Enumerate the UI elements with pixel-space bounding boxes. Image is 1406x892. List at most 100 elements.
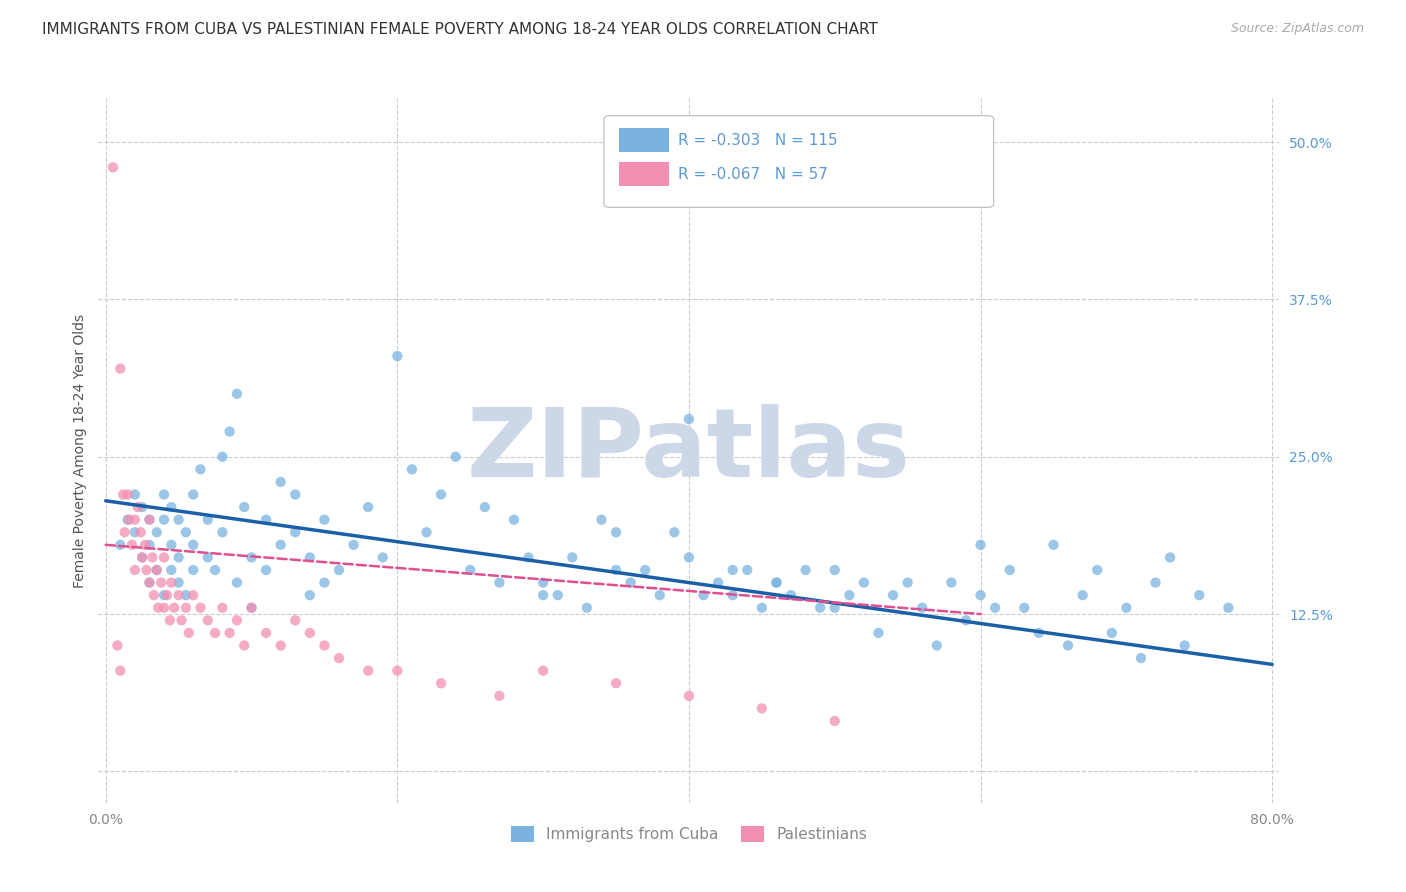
Point [134, 538, 156, 552]
Point [298, 626, 321, 640]
Point [824, 600, 846, 615]
Point [226, 575, 249, 590]
Point [254, 563, 277, 577]
Point [129, 525, 152, 540]
Point [605, 525, 627, 540]
Point [218, 425, 240, 439]
Point [941, 575, 963, 590]
Point [270, 639, 292, 653]
Point [270, 538, 292, 552]
Point [218, 626, 240, 640]
Point [575, 600, 598, 615]
Point [605, 563, 627, 577]
Point [170, 613, 193, 627]
Point [204, 626, 226, 640]
Point [342, 538, 364, 552]
FancyBboxPatch shape [605, 116, 994, 207]
Point [150, 575, 173, 590]
Point [721, 563, 744, 577]
Point [664, 525, 686, 540]
Point [751, 600, 773, 615]
Point [270, 475, 292, 489]
Point [808, 600, 831, 615]
Point [605, 676, 627, 690]
Point [124, 487, 146, 501]
Point [692, 588, 714, 602]
Point [707, 575, 730, 590]
Point [314, 639, 336, 653]
FancyBboxPatch shape [619, 162, 669, 186]
Point [204, 563, 226, 577]
Point [110, 664, 132, 678]
Point [444, 450, 467, 464]
Point [105, 639, 128, 653]
Point [357, 664, 380, 678]
Point [141, 550, 163, 565]
Point [531, 588, 554, 602]
Point [197, 513, 219, 527]
Point [328, 563, 350, 577]
Point [648, 588, 671, 602]
Point [121, 538, 143, 552]
Point [127, 500, 149, 514]
Point [197, 550, 219, 565]
Point [138, 575, 160, 590]
Point [488, 575, 510, 590]
Point [531, 575, 554, 590]
Point [1101, 626, 1123, 640]
Point [124, 525, 146, 540]
Point [153, 550, 176, 565]
Point [882, 588, 904, 602]
Point [156, 588, 179, 602]
Point [160, 575, 183, 590]
Point [1144, 575, 1167, 590]
Point [254, 513, 277, 527]
Point [984, 600, 1007, 615]
Point [824, 563, 846, 577]
Legend: Immigrants from Cuba, Palestinians: Immigrants from Cuba, Palestinians [505, 820, 873, 848]
Point [1057, 639, 1080, 653]
Point [240, 550, 263, 565]
Point [503, 513, 526, 527]
Point [1218, 600, 1240, 615]
Point [284, 487, 307, 501]
Point [135, 563, 157, 577]
Point [233, 639, 256, 653]
Point [531, 664, 554, 678]
Point [838, 588, 860, 602]
Point [153, 487, 176, 501]
Point [1028, 626, 1050, 640]
Point [620, 575, 643, 590]
Point [240, 600, 263, 615]
Point [1129, 651, 1152, 665]
Point [145, 563, 167, 577]
Point [145, 525, 167, 540]
Point [167, 588, 190, 602]
Point [911, 600, 934, 615]
Point [634, 563, 657, 577]
Point [131, 550, 153, 565]
Point [1042, 538, 1064, 552]
Point [124, 563, 146, 577]
Point [458, 563, 481, 577]
Point [298, 550, 321, 565]
Point [110, 538, 132, 552]
Point [117, 487, 139, 501]
Point [1071, 588, 1094, 602]
Point [925, 639, 948, 653]
Point [226, 613, 249, 627]
Point [112, 487, 135, 501]
Point [314, 575, 336, 590]
Point [430, 676, 453, 690]
Point [117, 513, 139, 527]
Point [852, 575, 875, 590]
Point [124, 513, 146, 527]
Text: R = -0.067   N = 57: R = -0.067 N = 57 [678, 167, 828, 182]
Point [314, 513, 336, 527]
Point [190, 462, 212, 476]
Point [897, 575, 920, 590]
Point [118, 513, 141, 527]
Y-axis label: Female Poverty Among 18-24 Year Olds: Female Poverty Among 18-24 Year Olds [73, 313, 87, 588]
Point [969, 538, 991, 552]
Point [174, 588, 197, 602]
